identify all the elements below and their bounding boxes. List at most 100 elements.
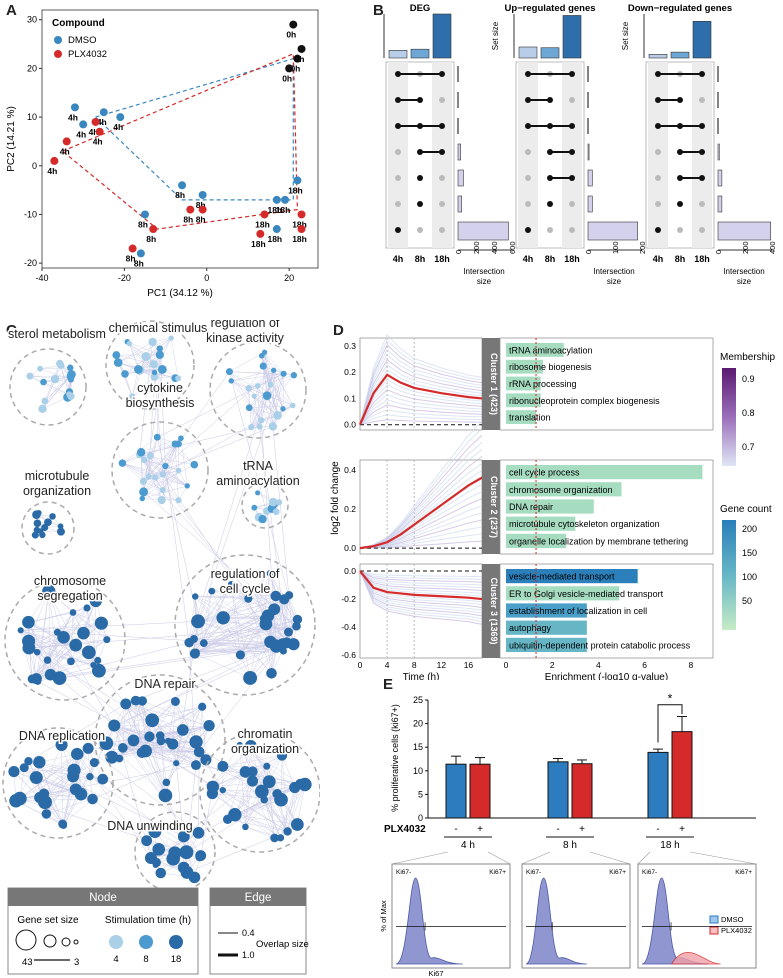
network-node: [86, 772, 94, 781]
enrich-bar: [506, 637, 587, 652]
cluster-outline: [94, 674, 226, 806]
network-edge: [222, 755, 283, 767]
data-point: [260, 210, 269, 219]
data-point: [256, 229, 265, 238]
sign-label: -: [656, 824, 659, 835]
data-point: [149, 225, 158, 234]
y-tick-label: 10: [413, 766, 423, 776]
network-edge: [162, 443, 179, 475]
network-edge: [245, 766, 268, 827]
network-node: [177, 861, 190, 874]
histogram-dmso: [525, 877, 587, 965]
network-edge: [70, 612, 74, 662]
network-node: [271, 367, 277, 373]
network-node: [136, 448, 146, 457]
network-edge: [118, 341, 153, 363]
member-line: [359, 570, 483, 614]
network-edge: [139, 341, 153, 455]
member-line: [359, 338, 483, 425]
network-edge: [195, 596, 272, 674]
y-tick-label: 10: [27, 112, 37, 122]
network-node: [266, 668, 277, 679]
panel-label-e: E: [383, 676, 394, 693]
x-tick-label: 0: [504, 660, 509, 670]
upset-title: Down−regulated genes: [628, 3, 732, 14]
network-node: [225, 368, 233, 376]
network-node: [270, 590, 282, 602]
member-line: [359, 343, 483, 425]
enrich-term: vesicle-mediated transport: [509, 572, 615, 582]
y-tick-label: 0.1: [344, 393, 356, 403]
network-node: [262, 391, 272, 400]
network-edge: [230, 584, 241, 655]
set-size-bar: [670, 51, 690, 59]
point-label: 4h: [76, 129, 86, 139]
enrich-bar: [506, 620, 587, 635]
network-edge: [19, 769, 75, 799]
set-size-bar: [692, 21, 712, 59]
point-label: 4h: [113, 122, 123, 132]
network-edge: [28, 622, 51, 675]
network-edge: [20, 630, 33, 680]
member-line: [359, 399, 483, 426]
network-node: [42, 584, 56, 598]
network-node: [290, 372, 298, 379]
set-name: 18h: [694, 254, 710, 264]
network-node: [110, 722, 120, 732]
network-edge: [201, 706, 207, 760]
network-edge: [229, 371, 297, 627]
network-edge: [143, 369, 163, 492]
zoom-lines: [521, 851, 631, 865]
histogram-plx: [670, 952, 721, 965]
network-edge: [264, 352, 284, 409]
panel-label-d: D: [333, 322, 344, 339]
network-edge: [245, 745, 252, 827]
network-edge: [168, 706, 203, 742]
matrix-dot: [699, 97, 705, 103]
set-name: 8h: [675, 254, 686, 264]
network-node: [177, 724, 189, 736]
network-node: [268, 422, 278, 431]
network-node: [44, 668, 57, 681]
intersection-tick: 200: [741, 241, 750, 254]
network-edge: [135, 700, 150, 737]
network-node: [91, 663, 106, 678]
network-edge: [139, 454, 288, 643]
network-edge: [196, 641, 271, 653]
legend-label: PLX4032: [721, 926, 752, 935]
network-node: [274, 792, 288, 807]
pos-label: Ki67+: [489, 869, 506, 876]
network-edge: [263, 365, 284, 409]
network-node: [259, 362, 267, 370]
network-node: [139, 487, 149, 497]
network-node: [82, 742, 94, 754]
network-node: [272, 508, 280, 516]
network-node: [279, 647, 287, 655]
network-edge: [230, 584, 251, 679]
enrich-bar: [506, 482, 622, 497]
data-point: [62, 137, 71, 146]
intersection-tick: 0: [714, 250, 723, 254]
intersection-tick: 400: [768, 241, 777, 254]
network-edge: [175, 701, 210, 726]
network-node: [41, 523, 49, 532]
network-edge: [194, 615, 269, 654]
network-node: [26, 372, 34, 380]
network-node: [37, 795, 52, 810]
network-node: [244, 594, 253, 603]
matrix-dot: [677, 201, 683, 207]
network-node: [90, 661, 97, 668]
matrix-dot: [395, 201, 401, 207]
cluster-strip: [482, 460, 500, 554]
point-label: 4h: [68, 112, 78, 122]
network-node: [255, 490, 261, 496]
network-edge: [98, 670, 126, 705]
network-edge: [157, 373, 284, 438]
member-line: [359, 379, 483, 425]
sign-label: +: [477, 824, 483, 835]
member-line: [359, 570, 483, 603]
legend-label: PLX4032: [68, 49, 107, 60]
matrix-dot: [655, 201, 661, 207]
network-edge: [36, 644, 76, 679]
network-node: [152, 861, 159, 868]
